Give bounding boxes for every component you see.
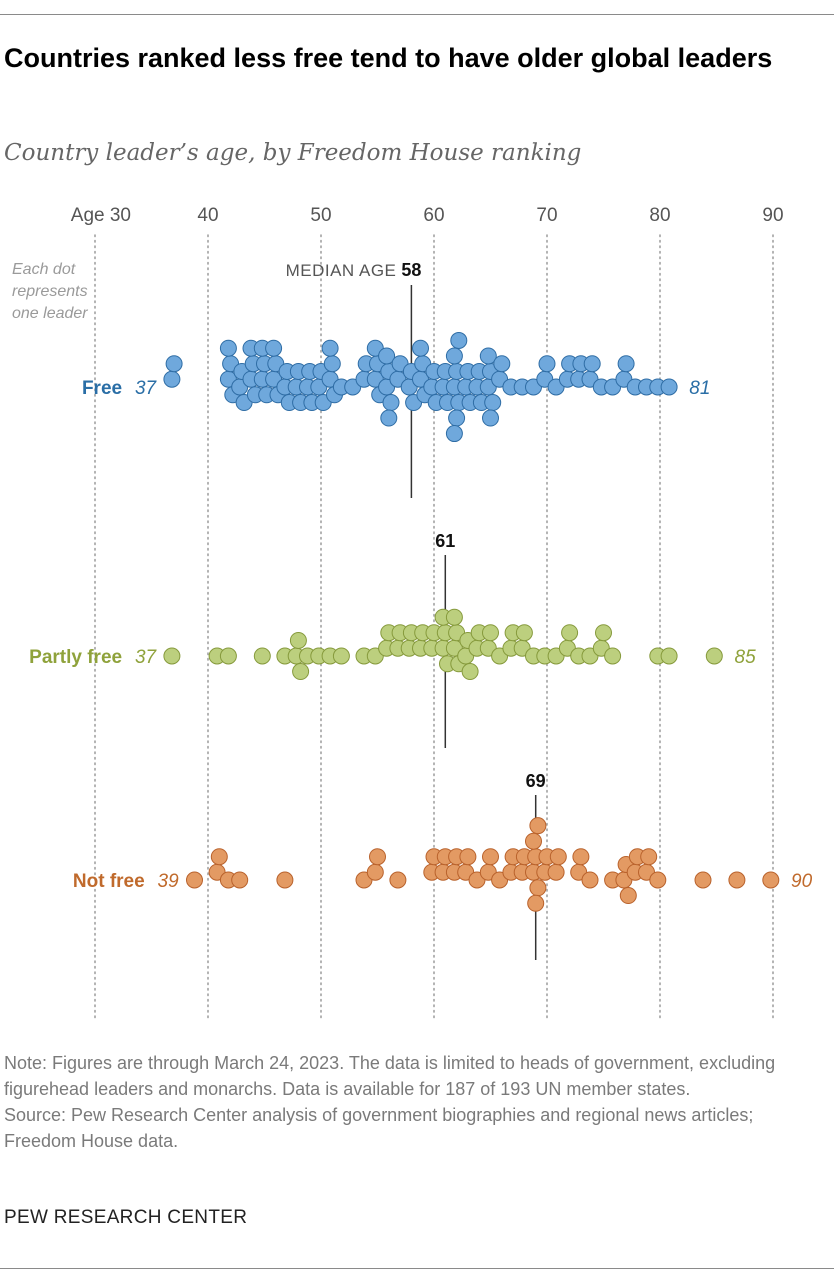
dot: [529, 879, 547, 897]
dot: [163, 647, 181, 665]
dot: [482, 409, 499, 427]
max-age-label: 81: [689, 378, 710, 399]
dot: [186, 871, 203, 889]
dot: [448, 409, 466, 427]
x-tick-label: 40: [197, 205, 218, 226]
dot: [366, 863, 384, 881]
bottom-rule: [0, 1268, 834, 1269]
x-tick-label: 90: [762, 205, 783, 226]
dot: [276, 871, 294, 889]
dot: [445, 608, 463, 626]
dot: [163, 370, 181, 388]
dot: [459, 848, 477, 866]
x-tick-label: Age 30: [71, 205, 131, 226]
chart-subtitle: Country leader’s age, by Freedom House r…: [4, 140, 582, 166]
beeswarm-chart: Age 30 40 50 60 70 80 90 Each dot represents one …: [12, 205, 813, 1021]
dot: [382, 394, 400, 412]
top-rule: [0, 14, 834, 15]
max-age-label: 90: [791, 871, 813, 892]
dot: [389, 871, 407, 889]
dot: [515, 624, 533, 642]
min-age-label: 37: [135, 647, 158, 668]
dot: [549, 848, 567, 866]
dot: [762, 871, 780, 889]
dot: [527, 894, 545, 912]
row-label: Free: [82, 378, 122, 399]
dot: [619, 887, 637, 905]
dot: [660, 378, 678, 396]
dot-annotation-line: one leader: [12, 305, 88, 322]
median-value: 58: [401, 260, 421, 280]
dot: [378, 347, 396, 365]
dot: [253, 647, 271, 665]
dot: [323, 355, 341, 373]
dot: [694, 871, 712, 889]
dot: [445, 347, 463, 365]
dot: [445, 425, 463, 443]
dot: [479, 347, 497, 365]
dot: [561, 624, 579, 642]
dot: [332, 647, 350, 665]
dot: [493, 355, 511, 373]
dot: [482, 624, 499, 642]
x-tick-label: 70: [536, 205, 557, 226]
min-age-label: 37: [135, 378, 158, 399]
max-age-label: 85: [735, 647, 757, 668]
dot: [231, 871, 249, 889]
dot: [538, 355, 556, 373]
dot: [369, 848, 386, 866]
dot: [705, 647, 723, 665]
note-text: Note: Figures are through March 24, 2023…: [4, 1053, 776, 1099]
median-age-label: MEDIAN AGE: [286, 261, 397, 280]
dot: [572, 848, 590, 866]
dot: [165, 355, 183, 373]
dot: [660, 647, 678, 665]
dot: [265, 339, 283, 357]
dot: [604, 647, 622, 665]
dot: [547, 863, 565, 881]
dot: [461, 663, 479, 681]
dot: [484, 394, 502, 412]
chart-title: Countries ranked less free tend to have …: [4, 43, 773, 73]
dot: [595, 624, 612, 642]
source-text: Source: Pew Research Center analysis of …: [4, 1105, 754, 1151]
x-tick-label: 60: [423, 205, 444, 226]
dot: [617, 355, 635, 373]
brand-footer: PEW RESEARCH CENTER: [4, 1207, 248, 1228]
dot: [292, 663, 310, 681]
dot: [649, 871, 667, 889]
dot-annotation-line: represents: [12, 283, 88, 300]
dot: [380, 409, 398, 427]
dot: [529, 817, 547, 835]
dot: [728, 871, 746, 889]
notes-block: Note: Figures are through March 24, 2023…: [4, 1050, 814, 1154]
dot-annotation-line: Each dot: [12, 261, 76, 278]
dot: [219, 339, 237, 357]
dot: [482, 848, 499, 866]
row-label: Partly free: [29, 647, 122, 668]
dot: [450, 331, 468, 349]
dot: [525, 832, 542, 850]
dot: [640, 848, 658, 866]
x-tick-label: 80: [649, 205, 670, 226]
dot: [219, 647, 237, 665]
min-age-label: 39: [158, 871, 180, 892]
dot: [412, 339, 429, 357]
dot: [289, 631, 307, 649]
median-value: 61: [435, 531, 455, 551]
x-tick-label: 50: [310, 205, 331, 226]
dot: [210, 848, 228, 866]
row-label: Not free: [73, 871, 145, 892]
dot: [581, 871, 599, 889]
dot: [321, 339, 339, 357]
dot: [583, 355, 601, 373]
median-value: 69: [526, 771, 546, 791]
